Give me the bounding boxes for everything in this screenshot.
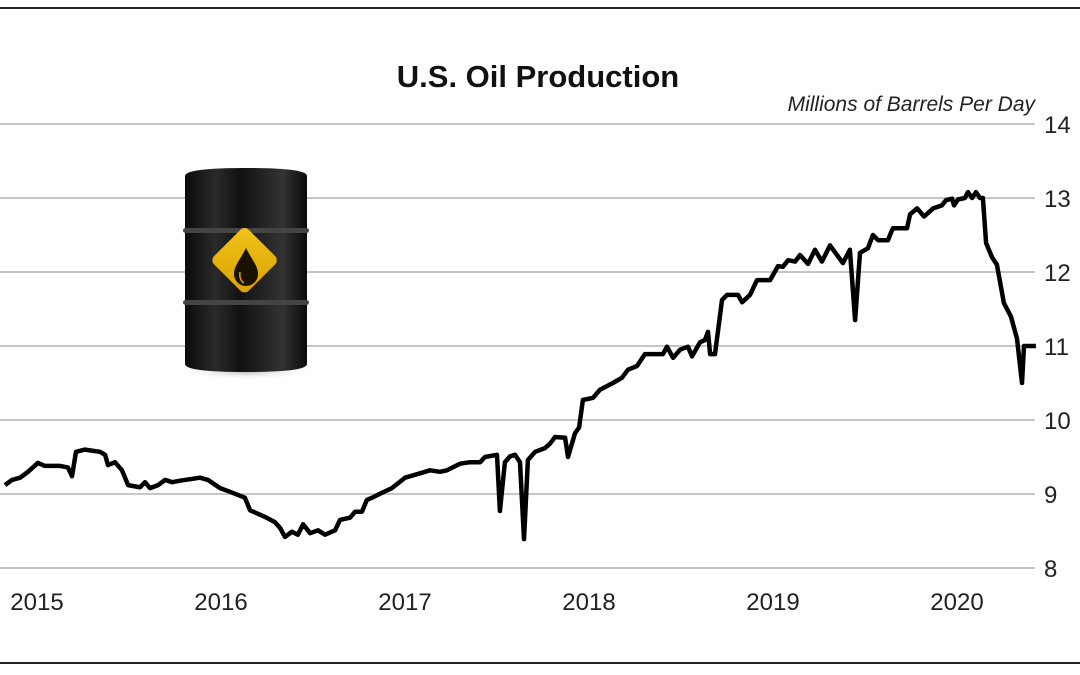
y-tick-label: 14 — [1044, 112, 1071, 139]
x-tick-label: 2019 — [746, 589, 799, 616]
y-tick-label: 10 — [1044, 408, 1071, 435]
chart-subtitle: Millions of Barrels Per Day — [788, 93, 1037, 116]
oil-barrel-icon — [176, 168, 316, 380]
y-tick-label: 8 — [1044, 556, 1057, 583]
chart-title: U.S. Oil Production — [397, 59, 679, 94]
x-tick-label: 2016 — [194, 589, 247, 616]
y-tick-label: 11 — [1044, 334, 1069, 361]
series-line — [3, 189, 1036, 542]
x-tick-label: 2018 — [562, 589, 615, 616]
y-tick-label: 12 — [1044, 260, 1071, 287]
x-tick-label: 2020 — [930, 589, 983, 616]
x-tick-label: 2015 — [10, 589, 63, 616]
y-tick-label: 9 — [1044, 482, 1057, 509]
y-tick-label: 13 — [1044, 186, 1071, 213]
x-tick-label: 2017 — [378, 589, 431, 616]
